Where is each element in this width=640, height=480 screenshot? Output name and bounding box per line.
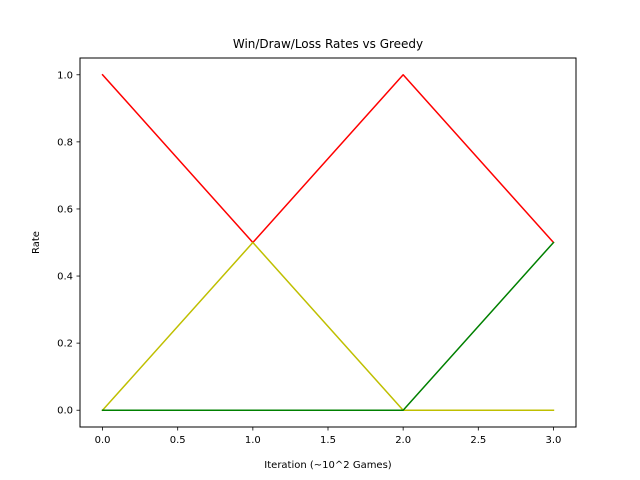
x-tick-label: 2.0: [395, 435, 411, 446]
y-tick-label: 0.4: [57, 272, 73, 283]
series-line-red: [101, 73, 555, 244]
x-tick-label: 2.5: [470, 435, 486, 446]
y-axis-ticks: 0.0 0.2 0.4 0.6 0.8 1.0: [57, 70, 80, 417]
series-line-yellow: [101, 241, 555, 412]
y-tick-label: 1.0: [57, 70, 73, 81]
y-tick-label: 0.6: [57, 204, 73, 215]
chart-title: Win/Draw/Loss Rates vs Greedy: [233, 37, 423, 51]
x-tick-label: 3.0: [546, 435, 562, 446]
x-tick-label: 1.5: [320, 435, 336, 446]
x-tick-label: 0.5: [170, 435, 186, 446]
y-axis-label: Rate: [31, 231, 42, 254]
x-axis-ticks: 0.0 0.5 1.0 1.5 2.0 2.5 3.0: [95, 427, 562, 446]
x-axis-label: Iteration (~10^2 Games): [264, 460, 392, 471]
series-line-green: [101, 241, 555, 411]
y-tick-label: 0.2: [57, 339, 73, 350]
x-tick-label: 0.0: [95, 435, 111, 446]
series-lines: [101, 73, 555, 412]
x-tick-label: 1.0: [245, 435, 261, 446]
y-tick-label: 0.8: [57, 137, 73, 148]
y-tick-label: 0.0: [57, 406, 73, 417]
